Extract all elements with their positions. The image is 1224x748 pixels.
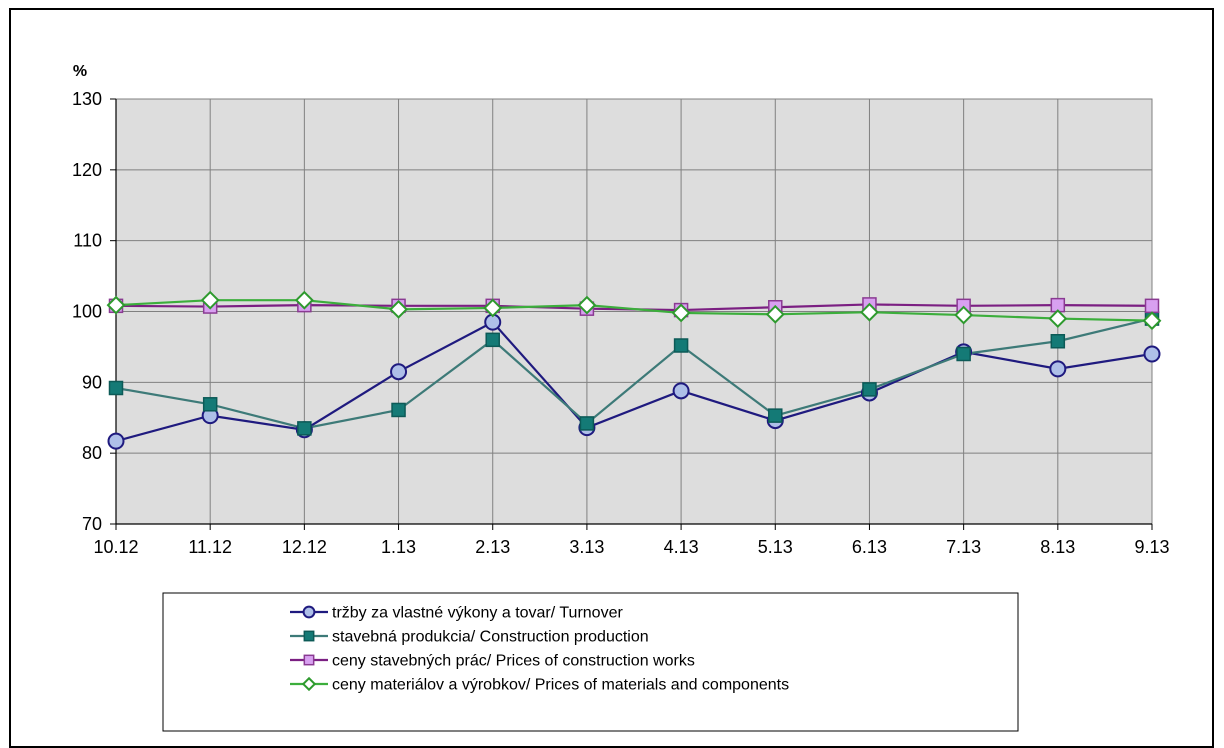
y-tick-label: 130 (72, 89, 102, 109)
x-tick-label: 6.13 (852, 537, 887, 557)
data-point-series-3 (671, 303, 691, 323)
data-point-series-1 (1050, 334, 1066, 349)
y-axis-unit-label: % (73, 63, 87, 80)
x-tick-label: 10.12 (93, 537, 138, 557)
data-point-series-3 (954, 305, 974, 325)
data-point-series-0 (1143, 345, 1161, 363)
legend-label-2: ceny stavebných prác/ Prices of construc… (332, 653, 695, 670)
legend-label-1: stavebná produkcia/ Construction product… (332, 629, 649, 646)
data-point-series-0 (390, 363, 408, 381)
legend-marker-2 (303, 654, 315, 666)
data-point-series-3 (200, 290, 220, 310)
x-tick-label: 12.12 (282, 537, 327, 557)
series-line-1 (115, 317, 1153, 430)
data-point-series-2 (1144, 298, 1160, 314)
legend-marker-1 (303, 630, 315, 642)
axes: 70 80 90 100 110 120 130 10.12 11.12 12.12 1.13 2.1… (72, 89, 1170, 557)
x-tick-label: 1.13 (381, 537, 416, 557)
legend-label-3: ceny materiálov a výrobkov/ Prices of ma… (332, 677, 789, 694)
y-tick-label: 80 (82, 443, 102, 463)
y-tick-label: 90 (82, 372, 102, 392)
data-point-series-3 (483, 298, 503, 318)
data-point-series-3 (1142, 311, 1162, 331)
x-tick-label: 11.12 (188, 537, 232, 557)
data-point-series-3 (860, 302, 879, 322)
data-point-series-1 (297, 421, 312, 436)
series-markers (106, 290, 1162, 450)
data-point-series-1 (485, 332, 500, 348)
y-tick-label: 100 (72, 302, 102, 322)
data-point-series-3 (1048, 309, 1068, 328)
data-point-series-1 (108, 380, 124, 396)
data-point-series-3 (389, 299, 408, 319)
series-lines (115, 299, 1153, 443)
series-line-3 (115, 299, 1153, 322)
gridlines (116, 99, 1152, 524)
x-tick-label: 8.13 (1040, 537, 1075, 557)
data-point-series-0 (107, 432, 125, 450)
data-point-series-1 (391, 402, 406, 418)
x-tick-label: 5.13 (758, 537, 793, 557)
series-line-0 (115, 320, 1153, 443)
x-tick-label: 9.13 (1134, 537, 1169, 557)
data-point-series-1 (202, 397, 218, 412)
data-point-series-3 (765, 304, 785, 324)
y-tick-label: 120 (72, 160, 102, 180)
data-point-series-1 (768, 408, 783, 423)
data-point-series-1 (579, 416, 595, 431)
y-tick-label: 110 (73, 231, 102, 251)
x-tick-label: 4.13 (664, 537, 699, 557)
data-point-series-0 (672, 382, 690, 400)
y-tick-label: 70 (82, 514, 102, 534)
data-point-series-3 (106, 295, 126, 315)
x-tick-label: 3.13 (569, 537, 604, 557)
legend-marker-3 (301, 676, 317, 692)
x-tick-label: 2.13 (475, 537, 510, 557)
data-point-series-3 (294, 290, 314, 310)
data-point-series-0 (1049, 360, 1067, 378)
data-point-series-3 (577, 295, 597, 315)
legend-marker-0 (302, 605, 316, 619)
data-point-series-1 (673, 338, 689, 353)
legend: tržby za vlastné výkony a tovar/ Turnove… (290, 605, 789, 694)
x-tick-label: 7.13 (946, 537, 981, 557)
legend-label-0: tržby za vlastné výkony a tovar/ Turnove… (332, 605, 623, 622)
data-point-series-1 (862, 382, 877, 397)
data-point-series-1 (956, 346, 971, 362)
